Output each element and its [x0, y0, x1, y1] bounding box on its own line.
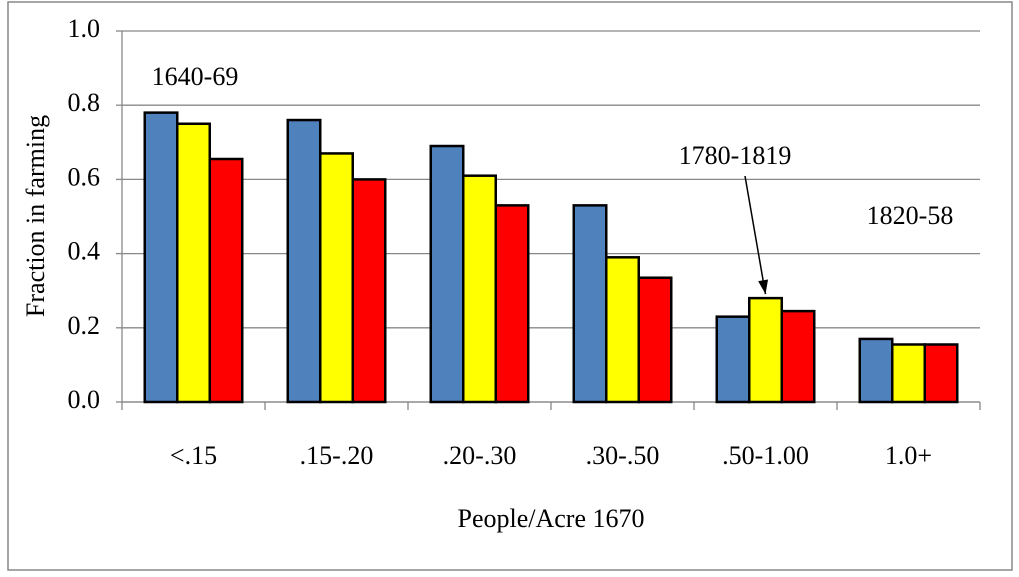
x-axis-title: People/Acre 1670	[457, 504, 644, 533]
y-tick-label: 0.2	[68, 311, 101, 340]
bar	[780, 309, 816, 404]
bar	[462, 174, 497, 404]
x-tick-label: .30-.50	[586, 441, 660, 470]
y-tick-label: 0.4	[68, 237, 101, 266]
annotation-arrow	[744, 175, 767, 295]
series-label: 1820-58	[867, 201, 954, 230]
bar	[637, 276, 673, 404]
bar	[351, 178, 387, 404]
y-tick-label: 0.6	[68, 162, 101, 191]
annotation-arrowhead	[758, 279, 769, 295]
bar	[286, 118, 322, 404]
bar	[923, 343, 959, 404]
x-tick-label: 1.0+	[885, 441, 932, 470]
series-label: 1640-69	[152, 62, 239, 91]
series-label: 1780-1819	[679, 141, 792, 170]
bar	[208, 157, 244, 404]
bar	[748, 296, 783, 404]
bar	[494, 204, 530, 404]
y-axis-title: Fraction in farming	[21, 115, 50, 317]
bar	[715, 315, 751, 404]
bar	[429, 144, 465, 404]
chart-frame	[7, 1, 1013, 571]
x-tick-label: .20-.30	[443, 441, 517, 470]
bar	[572, 204, 608, 404]
x-tick-label: .15-.20	[300, 441, 374, 470]
y-tick-label: 0.0	[68, 385, 101, 414]
bar	[858, 337, 894, 404]
bar	[891, 343, 926, 404]
bar	[176, 122, 211, 404]
x-tick-label: .50-1.00	[722, 441, 809, 470]
bar	[143, 111, 179, 404]
x-tick-label: <.15	[170, 441, 217, 470]
y-tick-label: 1.0	[68, 14, 101, 43]
bar	[319, 152, 354, 404]
bar	[605, 256, 640, 404]
y-tick-label: 0.8	[68, 88, 101, 117]
